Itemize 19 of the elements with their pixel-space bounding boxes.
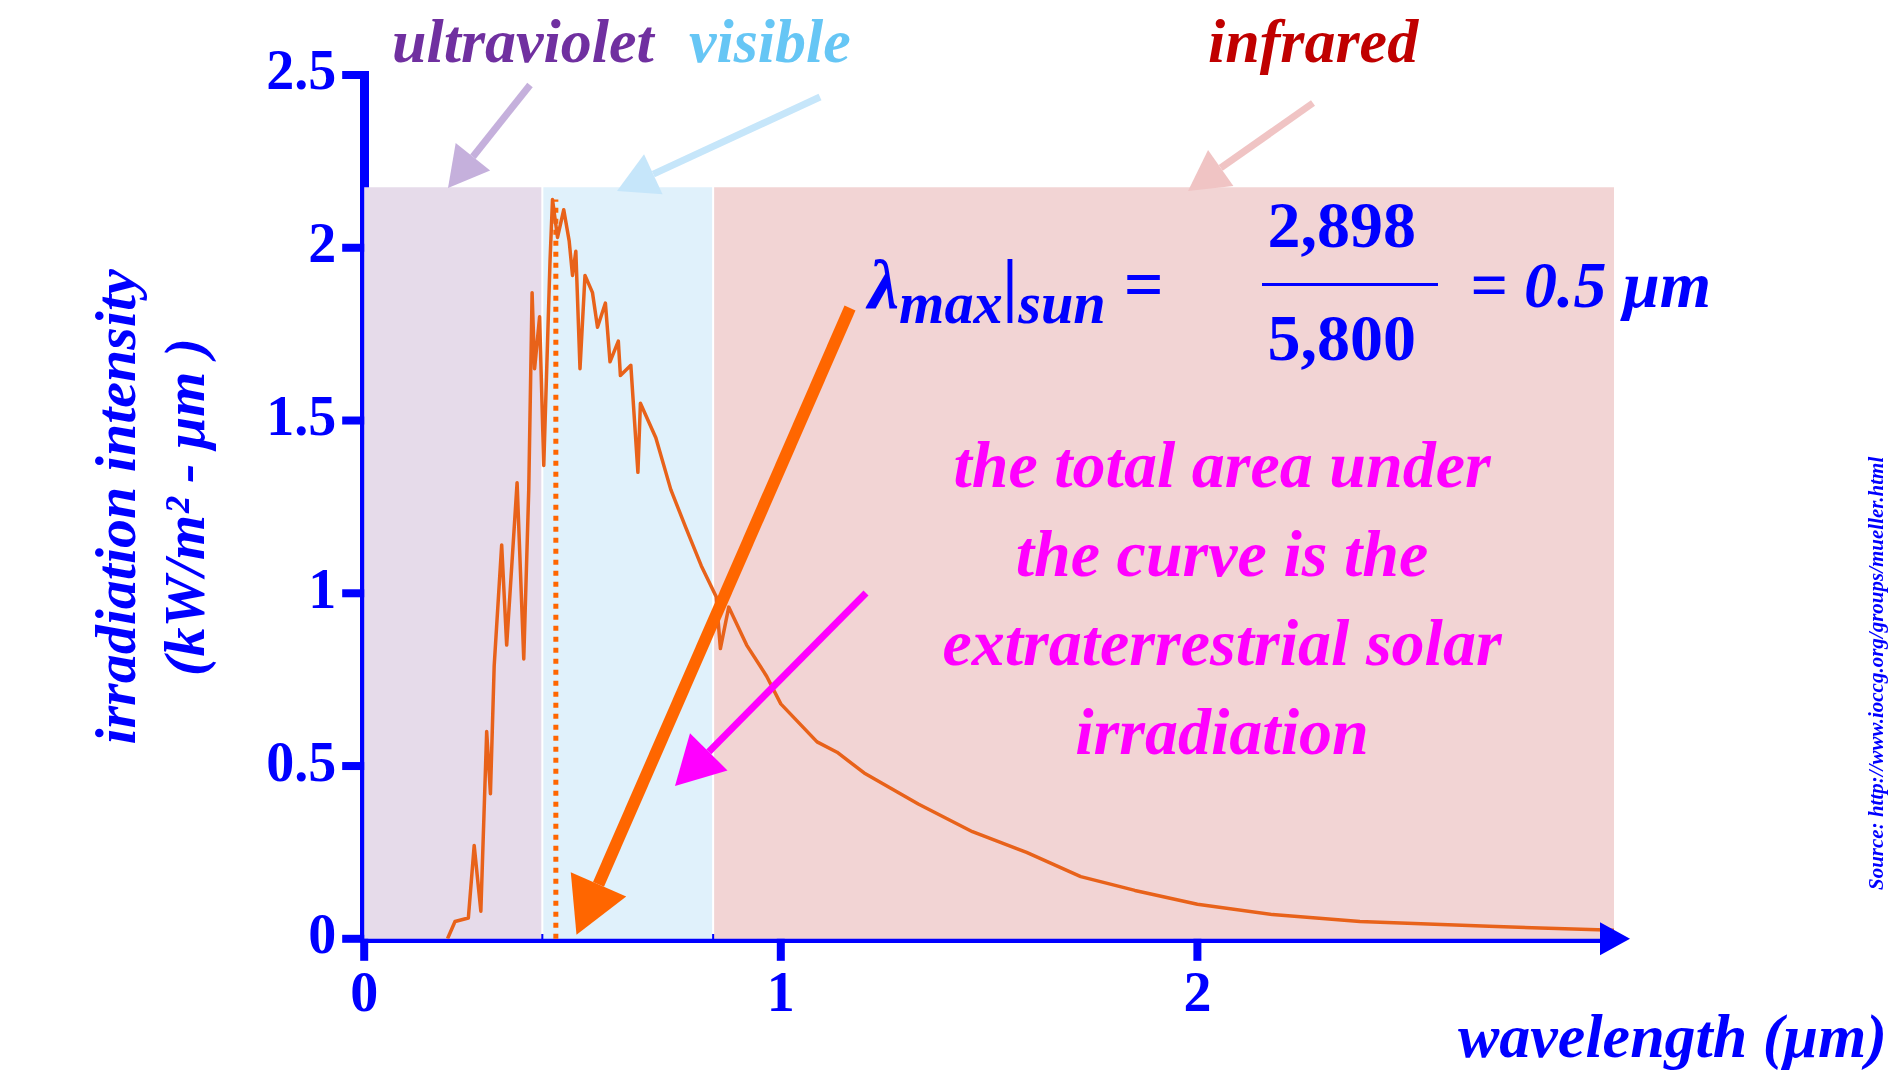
band-label: ultraviolet xyxy=(392,7,654,75)
x-tick-label: 1 xyxy=(766,960,795,1023)
y-tick-label: 2 xyxy=(308,212,337,275)
band-label: visible xyxy=(689,7,851,75)
x-axis-title: wavelength (μm) xyxy=(1458,1002,1887,1070)
y-axis-title: irradiation intensity (kW/m² - μm ) xyxy=(82,268,218,745)
x-tick-label: 0 xyxy=(350,960,379,1023)
annotation: 5,800 xyxy=(1267,301,1416,374)
x-tick-label: 2 xyxy=(1183,960,1212,1023)
band-label: infrared xyxy=(1208,7,1419,75)
y-tick-label: 2.5 xyxy=(266,39,337,102)
y-tick-label: 0.5 xyxy=(266,730,337,793)
source-note: Source: http://www.ioccg.org/groups/mueller.html xyxy=(1864,456,1888,890)
annotation: the total area under the curve is the extraterrestrial solar irradiation xyxy=(941,427,1503,770)
y-tick-label: 1.5 xyxy=(266,384,337,447)
y-tick-label: 0 xyxy=(308,903,337,966)
y-tick-label: 1 xyxy=(308,557,337,620)
annotation: 2,898 xyxy=(1267,188,1416,261)
annotation: = 0.5 μm xyxy=(1470,248,1712,321)
